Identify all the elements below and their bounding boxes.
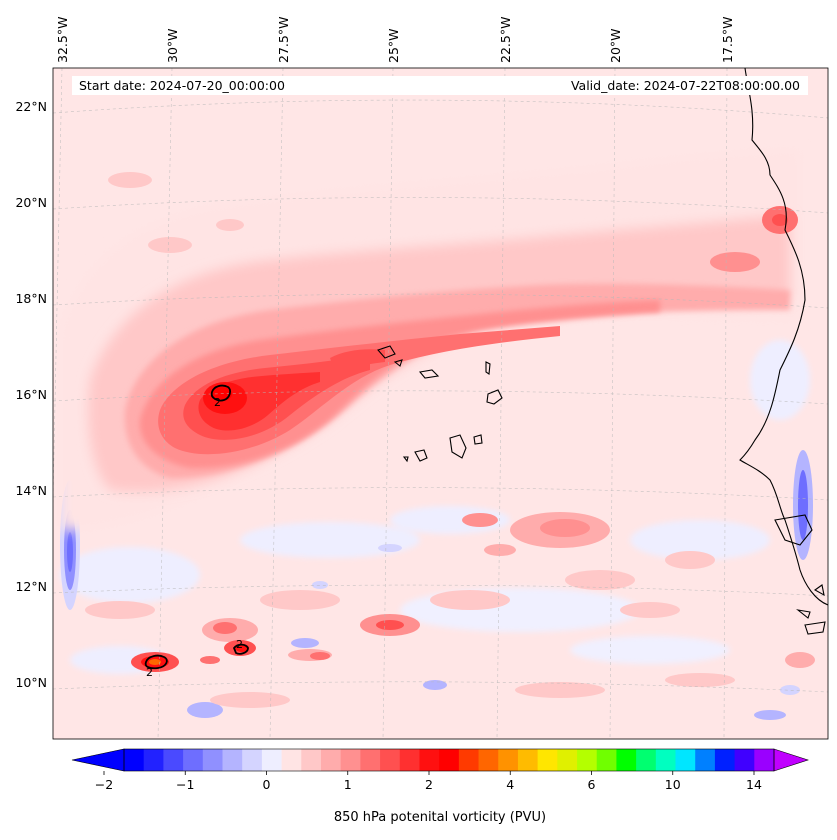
lat-label-20n: 20°N: [15, 195, 47, 210]
lat-label-16n: 16°N: [15, 387, 47, 402]
lon-label-22-5w: 22.5°W: [498, 17, 513, 63]
colorbar-cell: [261, 749, 283, 771]
colorbar-cell: [163, 749, 184, 771]
colorbar-cell: [754, 749, 775, 771]
date-box: [72, 76, 808, 95]
colorbar-cell: [616, 749, 637, 771]
colorbar-cell: [380, 749, 401, 771]
colorbar-tick-label: −2: [95, 777, 113, 792]
colorbar-tick-label: 1: [344, 777, 352, 792]
colorbar-cell: [478, 749, 499, 771]
colorbar-cell: [320, 749, 342, 771]
map-panel: 2 2 2: [53, 68, 828, 739]
lon-label-17-5w: 17.5°W: [720, 17, 735, 63]
colorbar-tick-label: 10: [665, 777, 681, 792]
colorbar-cell: [498, 749, 519, 771]
pv-streamer: [60, 150, 800, 530]
blue-pv-blobs: [60, 450, 813, 720]
lon-label-27-5w: 27.5°W: [276, 17, 291, 63]
colorbar-over-arrow: [773, 748, 809, 772]
colorbar-cell: [281, 749, 302, 771]
lon-label-32-5w: 32.5°W: [55, 17, 70, 63]
colorbar-cell: [675, 749, 696, 771]
colorbar-label: 850 hPa potenital vorticity (PVU): [334, 810, 546, 825]
colorbar-cell: [439, 749, 460, 771]
latitude-labels: 22°N 20°N 18°N 16°N 14°N 12°N 10°N: [15, 99, 47, 690]
colorbar-cell: [399, 749, 420, 771]
lat-label-22n: 22°N: [15, 99, 47, 114]
colorbar-cell: [636, 749, 657, 771]
colorbar-tick-label: 2: [425, 777, 433, 792]
map-frame: [52, 67, 829, 740]
colorbar-cell: [360, 749, 381, 771]
southern-pv-patches: [85, 512, 815, 708]
colorbar-cell: [242, 749, 263, 771]
lon-label-25w: 25°W: [386, 28, 401, 63]
contour-label-1: 2: [214, 396, 221, 409]
colorbar-cell: [202, 749, 223, 771]
colorbar-tick-label: −1: [176, 777, 194, 792]
colorbar-cell: [124, 749, 145, 771]
graticule: [53, 68, 828, 739]
colorbar-cell: [714, 749, 736, 771]
longitude-labels: 32.5°W 30°W 27.5°W 25°W 22.5°W 20°W 17.5…: [55, 17, 735, 63]
colorbar-tick-label: 4: [506, 777, 514, 792]
colorbar-tick-label: 14: [746, 777, 762, 792]
colorbar-cell: [734, 749, 755, 771]
lat-label-18n: 18°N: [15, 291, 47, 306]
colorbar-cell: [557, 749, 578, 771]
colorbar-cell: [458, 749, 480, 771]
colorbar-cell: [577, 749, 598, 771]
lon-label-30w: 30°W: [165, 28, 180, 63]
colorbar-cell: [517, 749, 539, 771]
colorbar-tick-label: 0: [263, 777, 271, 792]
colorbar-cell: [655, 749, 677, 771]
colorbar-cell: [596, 749, 617, 771]
coastlines: [377, 68, 828, 635]
lat-label-14n: 14°N: [15, 483, 47, 498]
lat-label-10n: 10°N: [15, 675, 47, 690]
ne-pv-patches: [108, 172, 798, 272]
colorbar-ticks: −2 −1 0 1 2 4 6 10 14: [95, 771, 762, 792]
colorbar-cell: [695, 749, 716, 771]
colorbar-frame: [123, 748, 775, 772]
lat-label-12n: 12°N: [15, 579, 47, 594]
colorbar-cell: [183, 749, 204, 771]
colorbar-under-arrow: [71, 748, 125, 772]
colorbar-cell: [340, 749, 361, 771]
pv-2-contours: [144, 384, 249, 670]
colorbar-cell: [222, 749, 243, 771]
colorbar-cell: [419, 749, 440, 771]
colorbar-tick-label: 6: [588, 777, 596, 792]
colorbar-cell: [537, 749, 558, 771]
lon-label-20w: 20°W: [608, 28, 623, 63]
contour-label-3: 2: [236, 638, 243, 651]
colorbar: −2 −1 0 1 2 4 6 10 14 850 hPa potenital vorticit…: [71, 748, 809, 825]
start-date-text: Start date: 2024-07-20_00:00:00: [79, 78, 285, 93]
valid-date-text: Valid_date: 2024-07-22T08:00:00.00: [571, 78, 800, 93]
colorbar-cell: [301, 749, 322, 771]
colorbar-cell: [143, 749, 164, 771]
colorbar-cells: [124, 749, 775, 771]
contour-label-2: 2: [146, 666, 153, 679]
